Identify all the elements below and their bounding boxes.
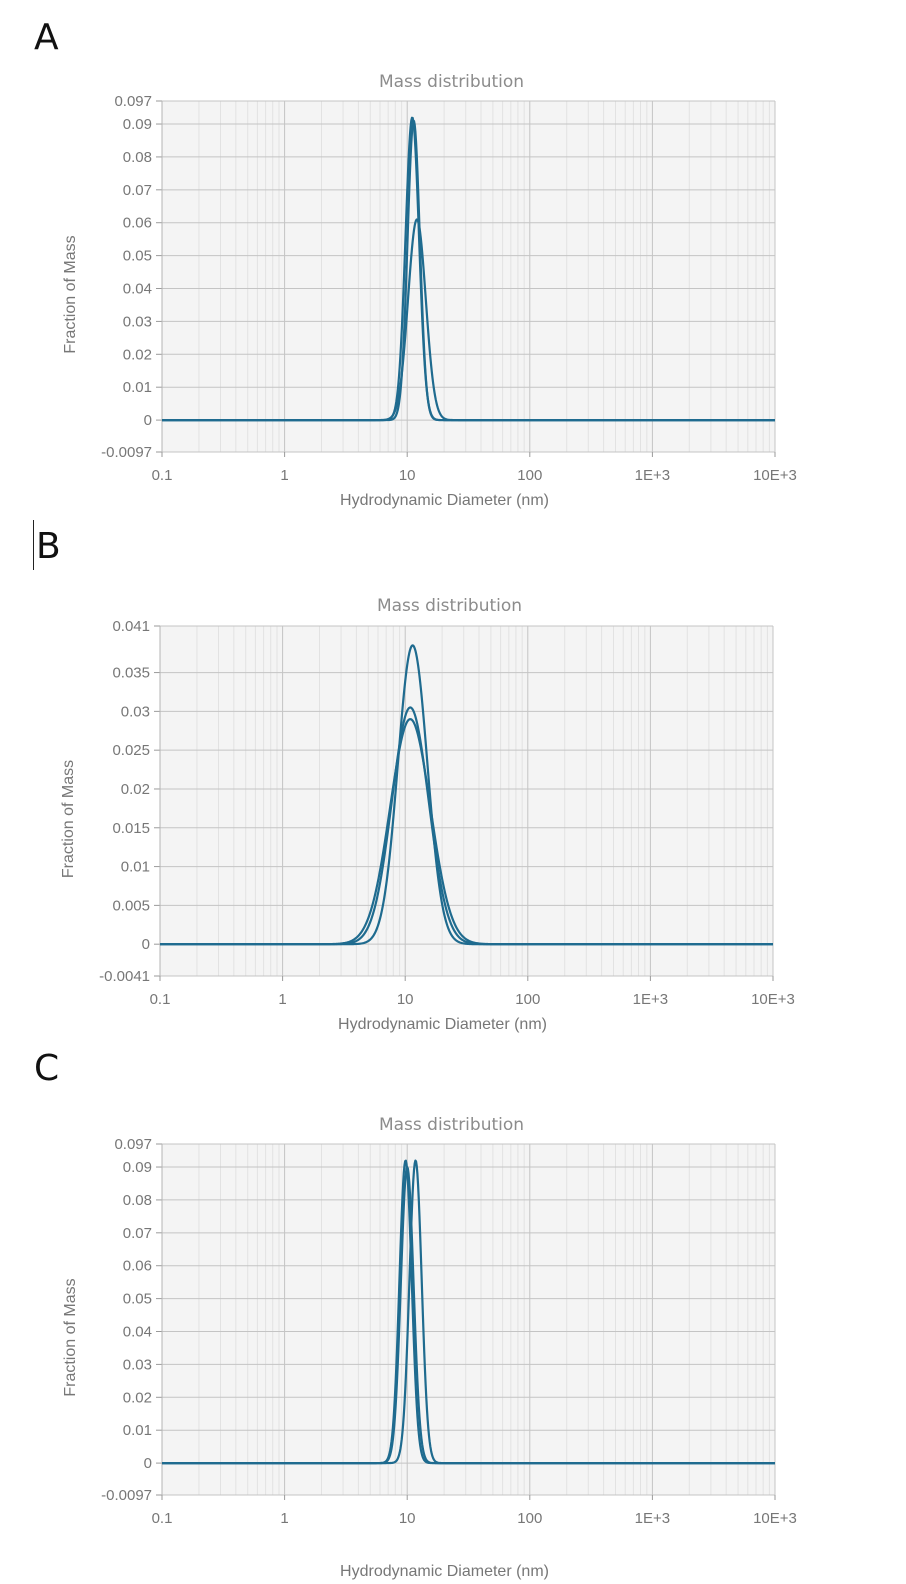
y-tick-label: 0.05 — [123, 1291, 152, 1308]
x-axis-label-c: Hydrodynamic Diameter (nm) — [340, 1563, 549, 1580]
x-tick-label: 0.1 — [150, 991, 171, 1008]
x-tick-label: 1E+3 — [635, 1510, 670, 1527]
series-group — [159, 644, 774, 946]
panel-label-c: C — [34, 1048, 60, 1089]
chart-title-c: Mass distribution — [379, 1115, 524, 1135]
y-tick-label: -0.0097 — [101, 444, 152, 461]
y-tick-label: 0.01 — [123, 379, 152, 396]
x-tick-label: 100 — [517, 1510, 542, 1527]
x-tick-label: 0.1 — [152, 1510, 173, 1527]
series-line-3 — [161, 1159, 776, 1465]
series-group — [161, 116, 776, 422]
y-tick-label: 0 — [142, 936, 150, 953]
y-tick-label: 0.01 — [123, 1422, 152, 1439]
y-tick-label: 0.09 — [123, 116, 152, 133]
y-tick-label: 0 — [144, 412, 152, 429]
y-tick-label: 0.097 — [114, 93, 152, 110]
y-tick-label: 0.02 — [123, 346, 152, 363]
x-tick-label: 100 — [517, 467, 542, 484]
y-tick-label: 0.025 — [112, 742, 150, 759]
x-tick-label: 10 — [399, 1510, 416, 1527]
y-tick-label: 0.097 — [114, 1136, 152, 1153]
y-tick-label: 0.06 — [123, 215, 152, 232]
x-tick-label: 1 — [278, 991, 286, 1008]
mass-distribution-chart-b: 0.041 0.035 0.03 0.025 0.02 0.015 0.01 0.005 0 -0… — [60, 596, 795, 1033]
text-cursor — [33, 520, 34, 570]
y-axis: 0.097 0.09 0.08 0.07 0.06 0.05 0.04 0.03 0.02 0.0… — [101, 93, 775, 461]
x-tick-label: 1E+3 — [635, 467, 670, 484]
x-tick-label: 10 — [397, 991, 414, 1008]
y-tick-label: 0.04 — [123, 1324, 152, 1341]
y-tick-label: 0.02 — [121, 781, 150, 798]
y-tick-label: 0.09 — [123, 1159, 152, 1176]
y-tick-label: 0.08 — [123, 149, 152, 166]
y-tick-label: 0.03 — [123, 1356, 152, 1373]
x-tick-label: 10E+3 — [753, 1510, 797, 1527]
x-tick-label: 1 — [280, 1510, 288, 1527]
x-axis-label-a: Hydrodynamic Diameter (nm) — [340, 492, 549, 509]
x-axis-label-b: Hydrodynamic Diameter (nm) — [338, 1016, 547, 1033]
y-tick-label: -0.0097 — [101, 1487, 152, 1504]
chart-title-a: Mass distribution — [379, 72, 524, 92]
y-tick-label: 0.03 — [123, 313, 152, 330]
x-tick-label: 10 — [399, 467, 416, 484]
y-tick-label: 0.06 — [123, 1258, 152, 1275]
y-axis-label-c: Fraction of Mass — [62, 1278, 79, 1396]
panel-label-b: B — [36, 526, 61, 567]
y-axis-label-a: Fraction of Mass — [62, 235, 79, 353]
y-tick-label: -0.0041 — [99, 968, 150, 985]
chart-title-b: Mass distribution — [377, 596, 522, 616]
x-tick-label: 1E+3 — [633, 991, 668, 1008]
y-axis: 0.097 0.09 0.08 0.07 0.06 0.05 0.04 0.03 0.02 0.0… — [101, 1136, 775, 1504]
minor-gridlines — [196, 626, 768, 976]
y-axis: 0.041 0.035 0.03 0.025 0.02 0.015 0.01 0.005 0 -0… — [99, 618, 773, 985]
x-tick-label: 10E+3 — [751, 991, 795, 1008]
plot-background — [162, 101, 775, 452]
x-tick-label: 100 — [515, 991, 540, 1008]
mass-distribution-chart-c: 0.097 0.09 0.08 0.07 0.06 0.05 0.04 0.03 0.02 0.0… — [62, 1115, 797, 1580]
y-axis-label-b: Fraction of Mass — [60, 760, 77, 878]
y-tick-label: 0.08 — [123, 1192, 152, 1209]
y-tick-label: 0.015 — [112, 820, 150, 837]
x-axis: 0.1 1 10 100 1E+3 10E+3 — [152, 452, 797, 484]
y-tick-label: 0.005 — [112, 897, 150, 914]
plot-background — [162, 1144, 775, 1495]
y-tick-label: 0.05 — [123, 248, 152, 265]
y-tick-label: 0.02 — [123, 1389, 152, 1406]
y-tick-label: 0.041 — [112, 618, 150, 635]
y-tick-label: 0.035 — [112, 665, 150, 682]
x-tick-label: 0.1 — [152, 467, 173, 484]
y-tick-label: 0 — [144, 1455, 152, 1472]
y-tick-label: 0.01 — [121, 859, 150, 876]
x-axis: 0.1 1 10 100 1E+3 10E+3 — [150, 976, 795, 1008]
x-tick-label: 1 — [280, 467, 288, 484]
y-tick-label: 0.07 — [123, 1225, 152, 1242]
minor-gridlines — [198, 1144, 770, 1495]
plot-background — [160, 626, 773, 976]
x-tick-label: 10E+3 — [753, 467, 797, 484]
series-line-3 — [159, 718, 774, 946]
panel-label-a: A — [34, 17, 59, 58]
series-line-3 — [161, 218, 776, 422]
mass-distribution-chart-a: 0.097 0.09 0.08 0.07 0.06 0.05 0.04 0.03 0.02 0.0… — [62, 72, 797, 509]
x-axis: 0.1 1 10 100 1E+3 10E+3 — [152, 1495, 797, 1527]
minor-gridlines — [198, 101, 770, 452]
series-group — [161, 1159, 776, 1465]
y-tick-label: 0.04 — [123, 281, 152, 298]
y-tick-label: 0.07 — [123, 182, 152, 199]
y-tick-label: 0.03 — [121, 703, 150, 720]
